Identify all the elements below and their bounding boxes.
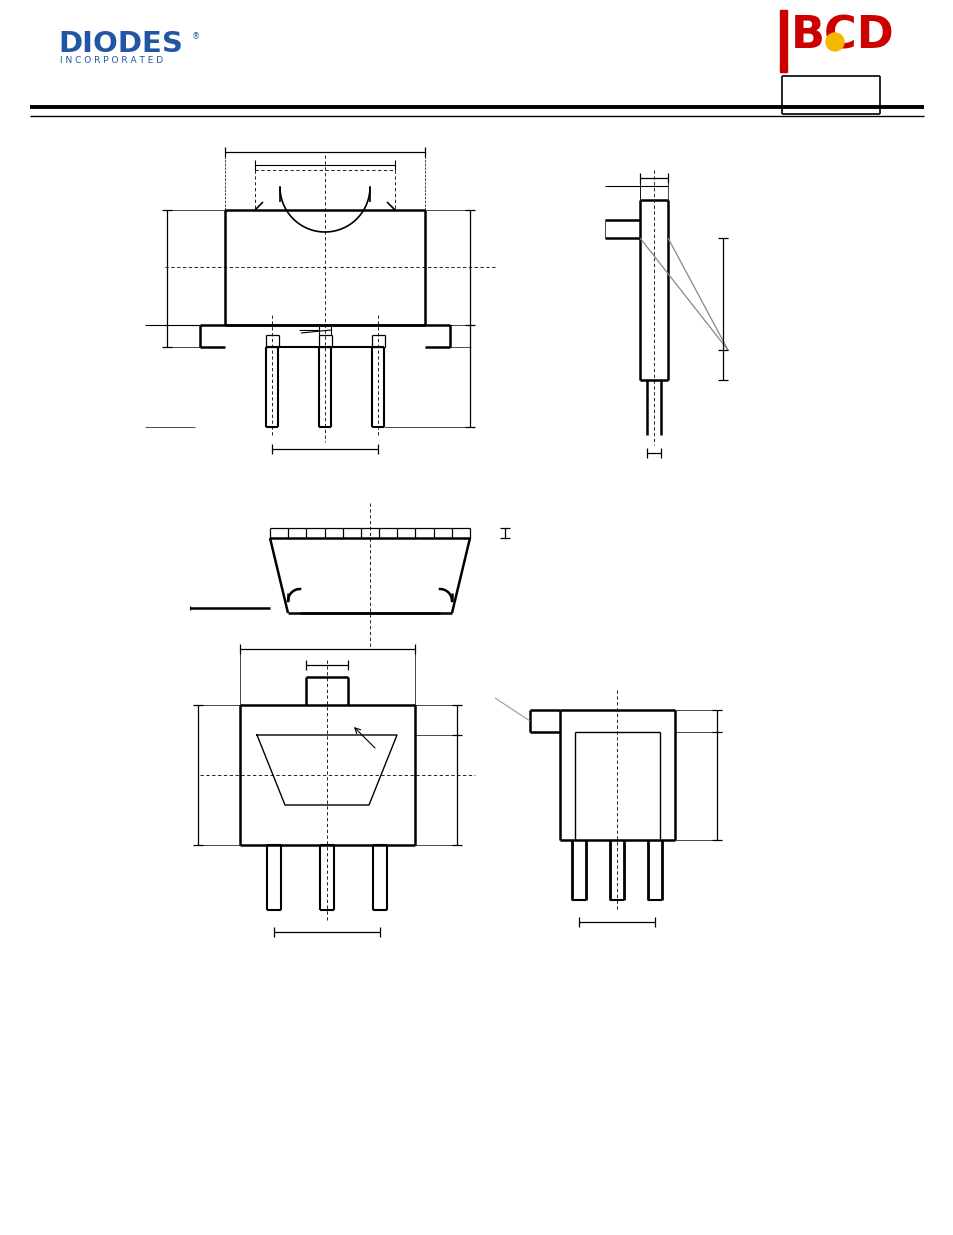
Bar — [780, 10, 786, 72]
Text: ®: ® — [192, 32, 200, 41]
Text: I N C O R P O R A T E D: I N C O R P O R A T E D — [60, 56, 163, 65]
Text: BCD: BCD — [790, 14, 894, 57]
Circle shape — [825, 33, 843, 51]
Text: DIODES: DIODES — [58, 30, 183, 58]
